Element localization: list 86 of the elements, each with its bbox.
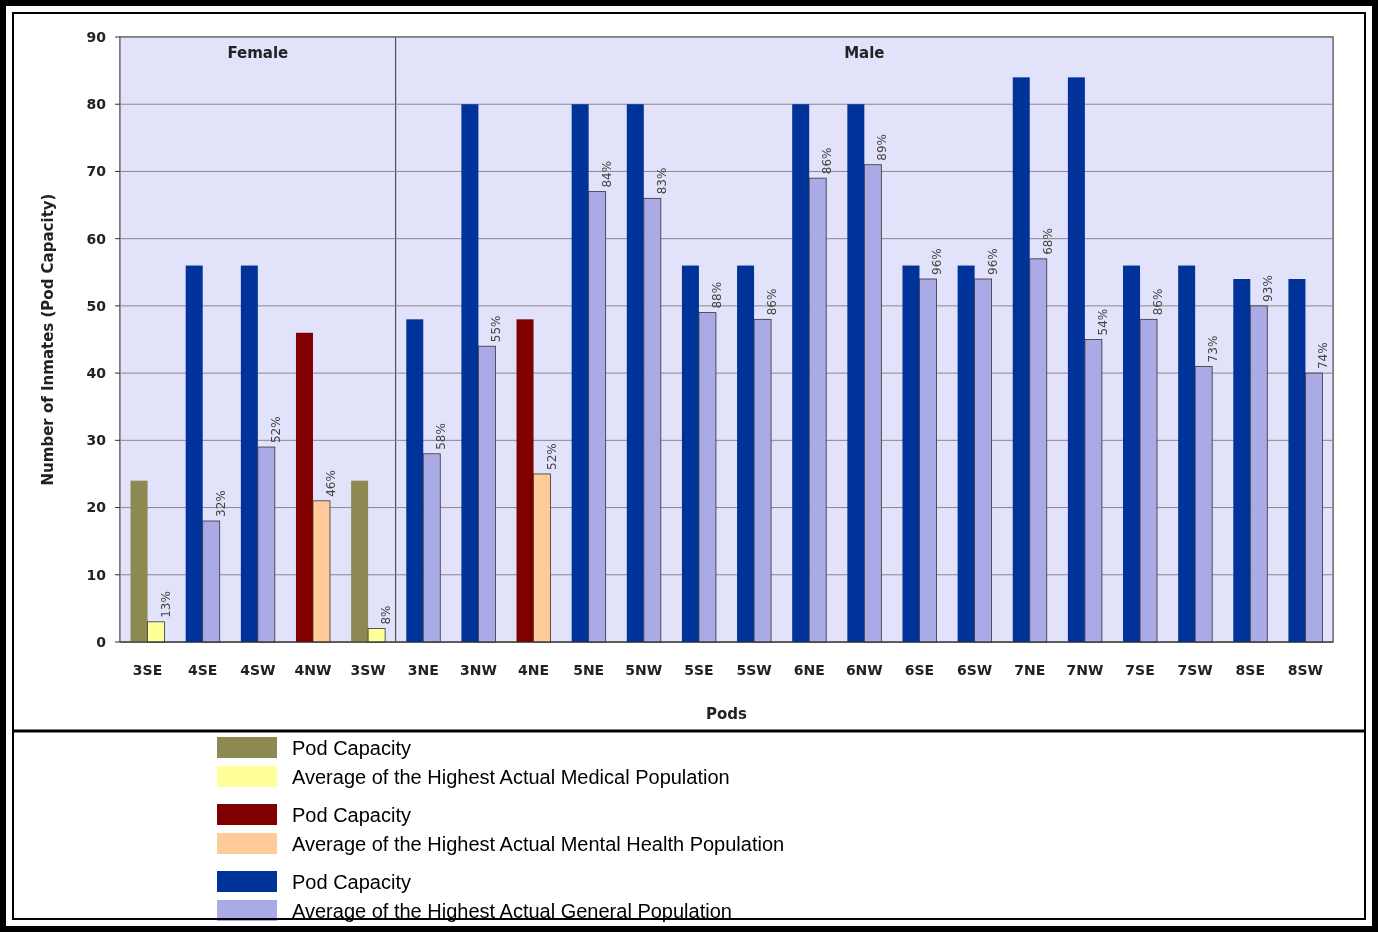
y-tick-label: 40 bbox=[86, 365, 107, 382]
y-tick-label: 30 bbox=[86, 432, 107, 449]
annotation: 86% bbox=[820, 147, 835, 175]
bar bbox=[185, 265, 203, 642]
y-tick-label: 50 bbox=[86, 297, 107, 314]
x-tick-label: 7SW bbox=[1177, 662, 1213, 678]
y-tick-label: 20 bbox=[86, 499, 107, 516]
annotation: 83% bbox=[654, 167, 669, 195]
legend-label: Average of the Highest Actual General Population bbox=[292, 900, 732, 922]
x-tick-label: 6SW bbox=[956, 662, 993, 678]
x-tick-label: 5SW bbox=[736, 662, 772, 678]
x-tick-label: 7NE bbox=[1014, 662, 1046, 678]
y-tick-label: 70 bbox=[86, 163, 107, 180]
legend-label: Pod Capacity bbox=[292, 871, 411, 893]
bar bbox=[406, 319, 424, 642]
bar bbox=[1067, 77, 1085, 642]
annotation: 58% bbox=[434, 423, 449, 450]
x-tick-label: 6NW bbox=[845, 662, 883, 678]
bar bbox=[737, 265, 755, 642]
bar bbox=[240, 265, 258, 642]
x-tick-label: 8SE bbox=[1235, 662, 1265, 678]
x-axis-title: Pods bbox=[706, 705, 748, 723]
band-label: Female bbox=[227, 44, 289, 62]
annotation: 52% bbox=[268, 416, 283, 444]
y-tick-label: 10 bbox=[86, 566, 107, 583]
x-tick-label: 3NE bbox=[407, 662, 439, 678]
bar bbox=[1233, 279, 1251, 642]
annotation: 96% bbox=[930, 248, 945, 275]
annotation: 55% bbox=[489, 315, 504, 343]
annotation: 86% bbox=[765, 288, 780, 316]
x-tick-label: 5NE bbox=[573, 662, 605, 678]
annotation: 13% bbox=[158, 591, 173, 618]
annotation: 68% bbox=[1040, 228, 1055, 255]
annotation: 93% bbox=[1261, 275, 1276, 302]
bar bbox=[1012, 77, 1030, 642]
x-tick-label: 4SE bbox=[188, 662, 218, 678]
legend-label: Average of the Highest Actual Mental Health Population bbox=[292, 833, 785, 855]
x-tick-label: 6SE bbox=[904, 662, 935, 678]
annotation: 84% bbox=[599, 160, 614, 188]
annotation: 32% bbox=[213, 490, 228, 517]
bar bbox=[516, 319, 534, 642]
annotation: 86% bbox=[1151, 288, 1166, 316]
annotation: 96% bbox=[985, 248, 1000, 275]
y-tick-label: 0 bbox=[96, 633, 107, 650]
annotation: 73% bbox=[1206, 335, 1221, 363]
annotation: 54% bbox=[1095, 308, 1110, 336]
x-tick-label: 6NE bbox=[793, 662, 825, 678]
annotation: 8% bbox=[379, 605, 394, 625]
x-tick-label: 5NW bbox=[625, 662, 663, 678]
legend-label: Pod Capacity bbox=[292, 737, 411, 759]
annotation: 89% bbox=[875, 134, 890, 161]
x-tick-label: 5SE bbox=[684, 662, 714, 678]
annotation: 46% bbox=[323, 470, 338, 497]
annotation: 52% bbox=[544, 443, 559, 470]
bar bbox=[847, 104, 865, 642]
bar bbox=[792, 104, 810, 642]
x-tick-label: 3NW bbox=[459, 662, 497, 678]
band-label: Male bbox=[844, 44, 885, 62]
x-tick-label: 7SE bbox=[1125, 662, 1155, 678]
bar bbox=[1123, 265, 1141, 642]
bar bbox=[1288, 279, 1306, 642]
x-tick-label: 4NE bbox=[518, 662, 550, 678]
x-tick-label: 4SW bbox=[240, 662, 276, 678]
x-tick-label: 7NW bbox=[1066, 662, 1104, 678]
legend-label: Pod Capacity bbox=[292, 804, 411, 826]
bar bbox=[130, 480, 148, 642]
bar bbox=[571, 104, 589, 642]
bar bbox=[295, 332, 313, 642]
bar bbox=[461, 104, 479, 642]
bar bbox=[351, 480, 369, 642]
legend-label: Average of the Highest Actual Medical Population bbox=[292, 766, 730, 788]
x-tick-label: 3SE bbox=[132, 662, 163, 678]
bar bbox=[681, 265, 699, 642]
bar bbox=[957, 265, 975, 642]
y-tick-label: 90 bbox=[86, 28, 107, 45]
bar bbox=[902, 265, 920, 642]
annotation: 88% bbox=[709, 281, 724, 309]
x-tick-label: 4NW bbox=[294, 662, 332, 678]
y-tick-label: 60 bbox=[86, 230, 107, 247]
annotation: 74% bbox=[1316, 342, 1331, 370]
x-tick-label: 3SW bbox=[350, 662, 386, 678]
y-tick-label: 80 bbox=[86, 96, 107, 113]
bar bbox=[1178, 265, 1196, 642]
bar bbox=[626, 104, 644, 642]
x-tick-label: 8SW bbox=[1287, 662, 1324, 678]
y-axis-title: Number of Inmates (Pod Capacity) bbox=[39, 193, 57, 486]
